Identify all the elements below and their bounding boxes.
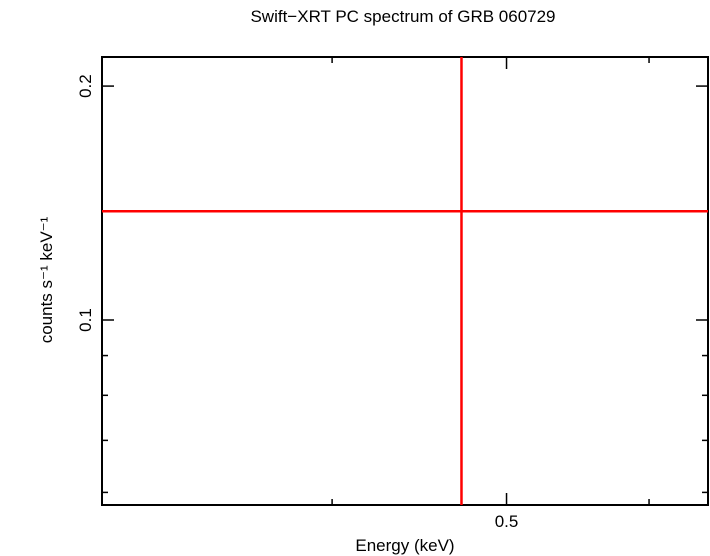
plot-area xyxy=(102,57,708,505)
y-axis-label: counts s⁻¹ keV⁻¹ xyxy=(37,216,56,343)
chart-title: Swift−XRT PC spectrum of GRB 060729 xyxy=(250,7,555,26)
y-tick-label: 0.1 xyxy=(76,308,95,332)
x-tick-label: 0.5 xyxy=(495,512,519,531)
y-tick-label: 0.2 xyxy=(76,74,95,98)
x-axis-label: Energy (keV) xyxy=(355,536,454,555)
plot-frame xyxy=(101,56,709,506)
